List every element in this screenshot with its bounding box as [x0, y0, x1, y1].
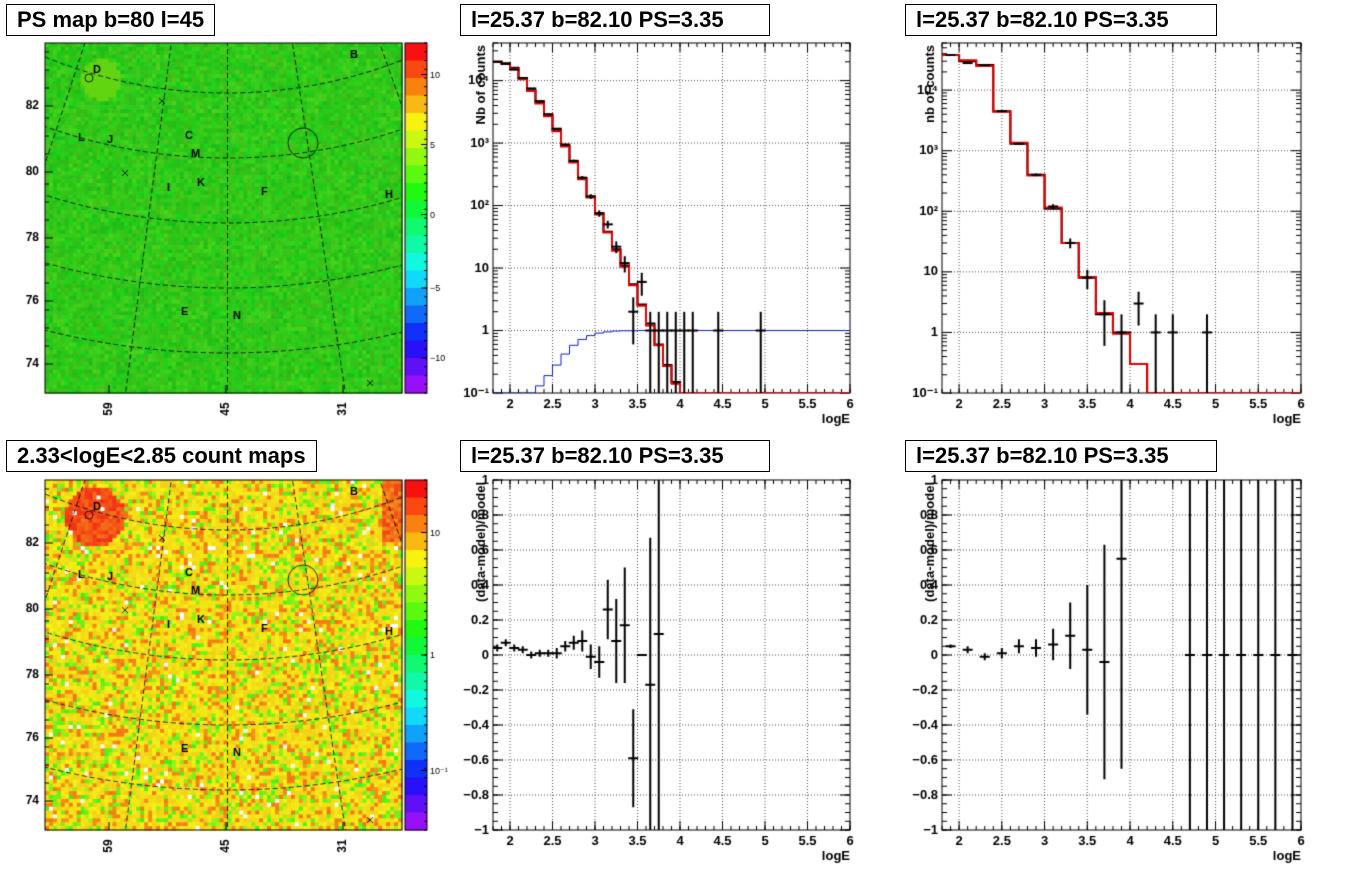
- residual-left-title: l=25.37 b=82.10 PS=3.35: [460, 440, 770, 472]
- spectrum-left-title: l=25.37 b=82.10 PS=3.35: [460, 4, 770, 36]
- count-map-title: 2.33<logE<2.85 count maps: [6, 440, 317, 472]
- ps-map-title: PS map b=80 l=45: [6, 4, 216, 36]
- residual-right-title: l=25.37 b=82.10 PS=3.35: [905, 440, 1217, 472]
- spectrum-right-title: l=25.37 b=82.10 PS=3.35: [905, 4, 1217, 36]
